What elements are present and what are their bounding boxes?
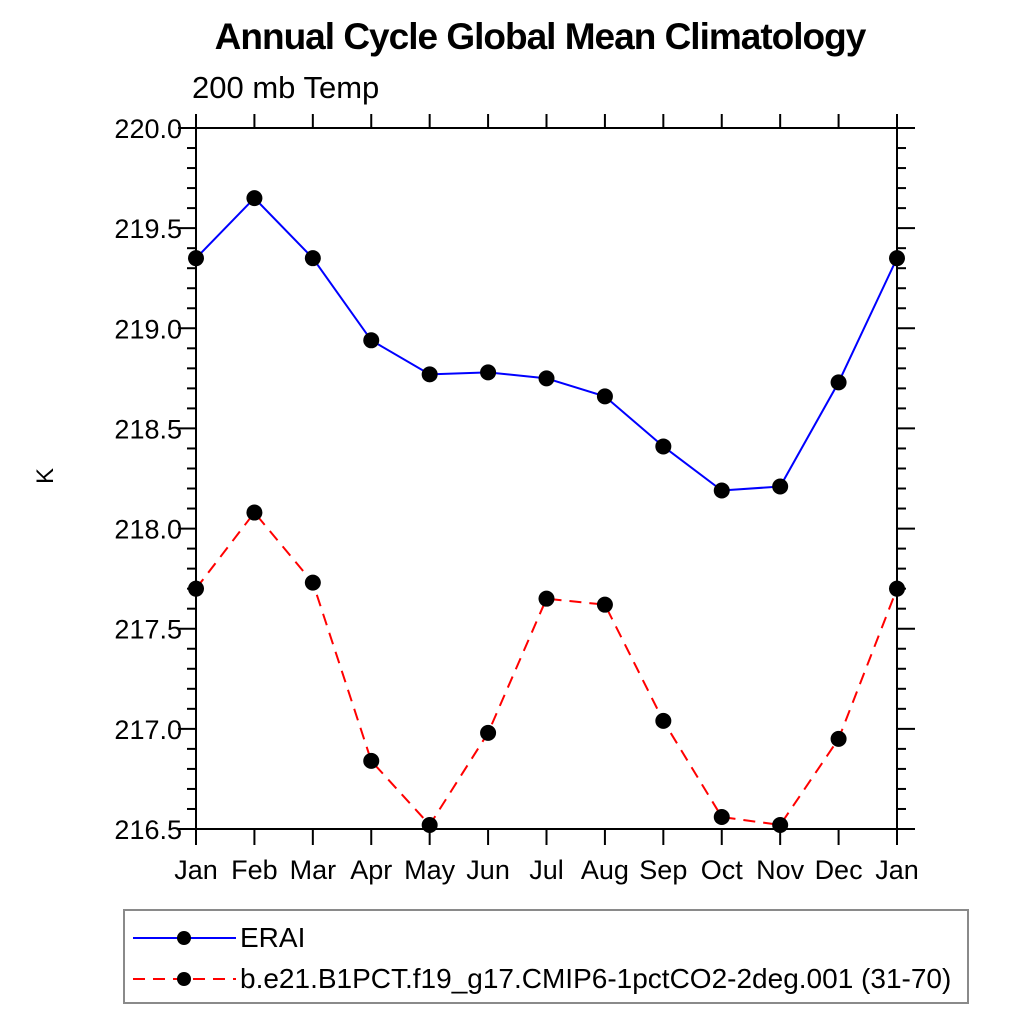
erai-data-point <box>830 374 847 391</box>
erai-line <box>195 196 898 492</box>
x-axis-tick-label: Dec <box>815 855 863 885</box>
y-axis-tick-label: 219.0 <box>114 314 182 344</box>
model-data-point <box>713 808 730 825</box>
model-data-point <box>655 712 672 729</box>
model-data-point <box>538 590 555 607</box>
legend: ERAI b.e21.B1PCT.f19_g17.CMIP6-1pctCO2-2… <box>123 909 969 1004</box>
y-axis-tick-label: 217.5 <box>114 615 182 645</box>
model-data-point <box>772 816 789 833</box>
model-line <box>195 510 898 827</box>
erai-data-point <box>188 250 204 267</box>
erai-data-point <box>421 366 438 383</box>
model-line-sample-icon <box>133 972 236 986</box>
erai-data-point <box>304 250 321 267</box>
y-axis-tick-label: 218.0 <box>114 515 182 545</box>
chart-subtitle: 200 mb Temp <box>192 70 380 105</box>
erai-data-point <box>772 478 789 495</box>
legend-label-model: b.e21.B1PCT.f19_g17.CMIP6-1pctCO2-2deg.0… <box>240 963 952 994</box>
x-axis-tick-label: May <box>404 855 456 885</box>
model-data-point <box>889 580 905 597</box>
x-axis-tick-label: Jun <box>466 855 510 885</box>
chart-title: Annual Cycle Global Mean Climatology <box>214 16 867 57</box>
model-data-point <box>830 730 847 747</box>
x-axis-tick-label: Jan <box>875 855 919 885</box>
erai-data-point <box>363 332 380 349</box>
x-axis-tick-label: Jul <box>529 855 564 885</box>
erai-data-point <box>246 190 263 207</box>
y-axis-tick-label: 217.0 <box>114 715 182 745</box>
y-axis-tick-label: 218.5 <box>114 414 182 444</box>
model-data-point <box>421 816 438 833</box>
erai-data-point <box>596 388 613 405</box>
y-axis-tick-label: 220.0 <box>114 114 182 144</box>
model-data-point <box>363 752 380 769</box>
x-axis-tick-label: Aug <box>581 855 629 885</box>
legend-item-model: b.e21.B1PCT.f19_g17.CMIP6-1pctCO2-2deg.0… <box>130 959 951 999</box>
x-axis-tick-label: Sep <box>639 855 687 885</box>
x-axis-tick-label: Nov <box>756 855 805 885</box>
erai-data-point <box>889 250 905 267</box>
y-axis-tick-label: 216.5 <box>114 815 182 845</box>
erai-line-sample-icon <box>133 931 236 945</box>
erai-data-point <box>480 364 497 381</box>
x-axis-tick-label: Feb <box>231 855 278 885</box>
erai-data-point <box>713 482 730 499</box>
plot-border <box>195 127 898 830</box>
x-axis-tick-label: Apr <box>350 855 392 885</box>
model-data-point <box>188 580 204 597</box>
erai-data-point <box>655 438 672 455</box>
x-axis-tick-label: Oct <box>701 855 744 885</box>
x-axis-tick-label: Mar <box>290 855 337 885</box>
x-axis-tick-label: Jan <box>174 855 218 885</box>
erai-data-point <box>538 370 555 387</box>
legend-label-erai: ERAI <box>240 922 306 953</box>
model-data-point <box>480 724 497 741</box>
model-data-point <box>596 596 613 613</box>
legend-item-erai: ERAI <box>130 918 305 958</box>
model-data-point <box>246 504 263 521</box>
y-axis-tick-label: 219.5 <box>114 214 182 244</box>
model-data-point <box>304 574 321 591</box>
